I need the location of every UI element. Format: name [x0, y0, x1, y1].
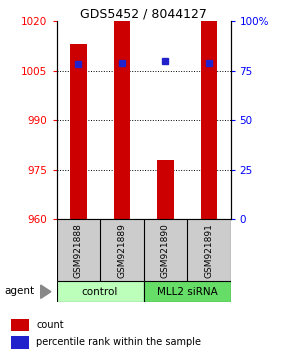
- Bar: [11, 319, 30, 331]
- Text: MLL2 siRNA: MLL2 siRNA: [157, 287, 218, 297]
- Bar: [70, 44, 86, 219]
- Bar: [113, 21, 130, 219]
- Text: agent: agent: [5, 286, 35, 296]
- Bar: [157, 160, 173, 219]
- Text: GSM921889: GSM921889: [117, 223, 126, 278]
- FancyArrow shape: [41, 285, 51, 298]
- Text: percentile rank within the sample: percentile rank within the sample: [37, 337, 202, 347]
- Bar: [57, 281, 144, 302]
- Text: GSM921890: GSM921890: [161, 223, 170, 278]
- Bar: [11, 336, 30, 349]
- Bar: [201, 21, 217, 219]
- Title: GDS5452 / 8044127: GDS5452 / 8044127: [80, 7, 207, 20]
- Text: control: control: [82, 287, 118, 297]
- Text: GSM921891: GSM921891: [204, 223, 213, 278]
- Text: count: count: [37, 320, 64, 330]
- Bar: [144, 281, 231, 302]
- Text: GSM921888: GSM921888: [74, 223, 83, 278]
